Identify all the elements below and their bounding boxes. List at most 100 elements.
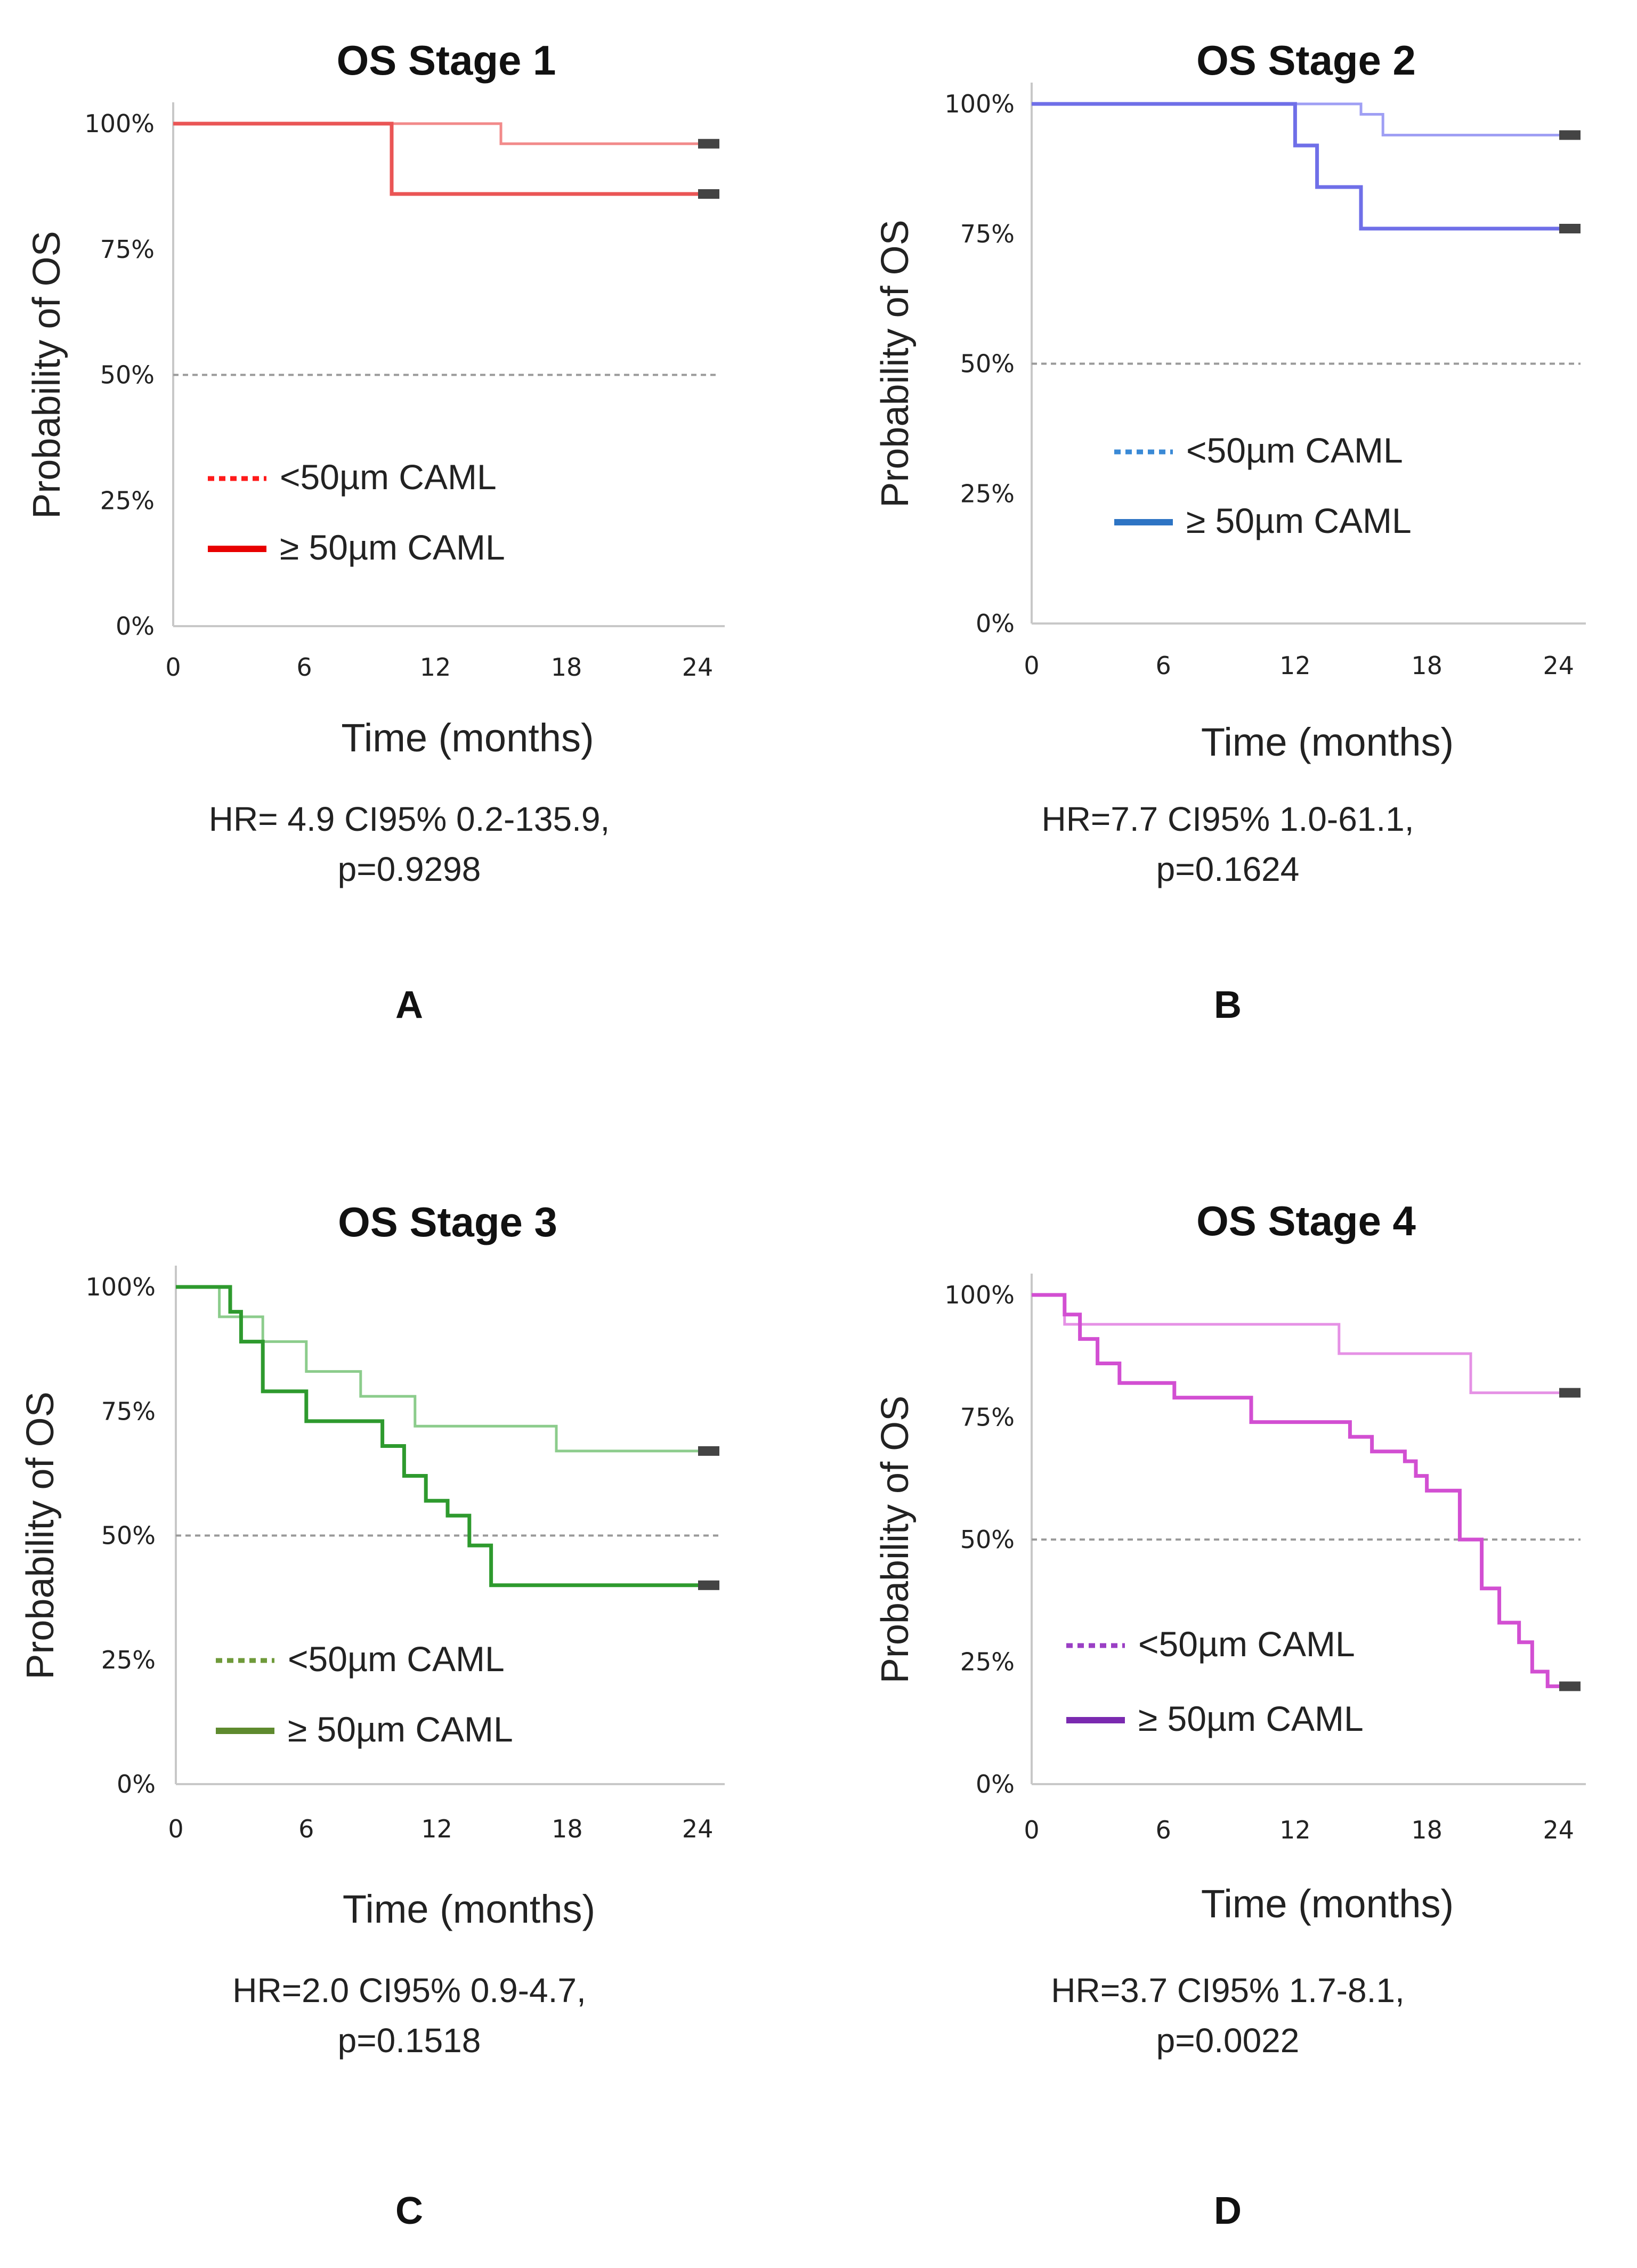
censor-marker bbox=[698, 189, 719, 199]
x-tick-label: 24 bbox=[682, 1815, 714, 1843]
x-tick-label: 6 bbox=[1156, 1816, 1171, 1844]
hazard-ratio-text: HR=3.7 CI95% 1.7-8.1, p=0.0022 bbox=[818, 1965, 1637, 2066]
legend-label: <50µm CAML bbox=[1138, 1624, 1355, 1664]
y-tick-label: 25% bbox=[100, 486, 155, 515]
curve-above-50um bbox=[1032, 102, 1581, 231]
hr-ci-line: HR=3.7 CI95% 1.7-8.1, bbox=[1051, 1971, 1405, 2010]
y-tick-label: 100% bbox=[944, 1281, 1015, 1309]
y-axis-label: Probability of OS bbox=[26, 231, 68, 519]
km-chart-stage-3: OS Stage 3 0% 25% 50% 75% 100% 0 6 12 18 24 Probabi… bbox=[19, 1198, 725, 1931]
x-tick-label: 6 bbox=[298, 1815, 314, 1843]
km-chart-stage-1: OS Stage 1 0% 25% 50% 75% 100% 0 6 12 18 24 Probabi… bbox=[26, 37, 725, 760]
x-axis-label: Time (months) bbox=[1201, 720, 1454, 764]
hr-ci-line: HR=2.0 CI95% 0.9-4.7, bbox=[232, 1971, 586, 2010]
panel-letter: D bbox=[1214, 2190, 1242, 2232]
km-chart-stage-4: OS Stage 4 0% 25% 50% 75% 100% 0 6 12 18 24 Probabi… bbox=[874, 1197, 1586, 1926]
p-value-line: p=0.9298 bbox=[337, 850, 481, 888]
censor-marker bbox=[1559, 224, 1581, 233]
y-tick-label: 100% bbox=[84, 109, 155, 138]
km-panel-c: OS Stage 3 0% 25% 50% 75% 100% 0 6 12 18 24 Probabi… bbox=[0, 1134, 818, 2268]
y-tick-label: 50% bbox=[100, 361, 155, 390]
x-tick-label: 24 bbox=[1543, 651, 1575, 680]
p-value-line: p=0.0022 bbox=[1156, 2021, 1300, 2060]
censor-marker bbox=[698, 1446, 719, 1456]
chart-title: OS Stage 2 bbox=[1196, 37, 1416, 84]
curve-above-50um bbox=[176, 1285, 719, 1587]
legend-label: ≥ 50µm CAML bbox=[1186, 501, 1412, 540]
km-panel-d: OS Stage 4 0% 25% 50% 75% 100% 0 6 12 18 24 Probabi… bbox=[818, 1134, 1637, 2268]
x-axis-label: Time (months) bbox=[1201, 1882, 1454, 1926]
x-axis-label: Time (months) bbox=[341, 716, 594, 760]
x-tick-label: 18 bbox=[1411, 1816, 1442, 1844]
y-tick-label: 75% bbox=[101, 1397, 156, 1425]
x-tick-label: 6 bbox=[296, 653, 312, 682]
p-value-line: p=0.1624 bbox=[1156, 850, 1300, 888]
legend-label: <50µm CAML bbox=[1186, 431, 1403, 470]
legend-label: <50µm CAML bbox=[288, 1639, 505, 1679]
y-tick-label: 25% bbox=[960, 1648, 1015, 1676]
x-tick-label: 0 bbox=[168, 1815, 183, 1843]
hazard-ratio-text: HR=7.7 CI95% 1.0-61.1, p=0.1624 bbox=[818, 794, 1637, 894]
x-tick-label: 12 bbox=[420, 653, 451, 682]
y-tick-label: 75% bbox=[100, 235, 155, 264]
censor-marker bbox=[1559, 1681, 1581, 1691]
y-tick-label: 50% bbox=[960, 350, 1015, 378]
y-tick-label: 75% bbox=[960, 1403, 1015, 1432]
x-tick-label: 0 bbox=[165, 653, 181, 682]
chart-title: OS Stage 3 bbox=[338, 1198, 557, 1245]
km-panel-a: OS Stage 1 0% 25% 50% 75% 100% 0 6 12 18 24 Probabi… bbox=[0, 0, 818, 1134]
hr-ci-line: HR=7.7 CI95% 1.0-61.1, bbox=[1041, 800, 1414, 838]
panel-letter: B bbox=[1214, 984, 1242, 1026]
x-tick-label: 24 bbox=[682, 653, 714, 682]
x-tick-label: 0 bbox=[1024, 1816, 1039, 1844]
censor-marker bbox=[698, 139, 719, 149]
p-value-line: p=0.1518 bbox=[337, 2021, 481, 2060]
legend-label: ≥ 50µm CAML bbox=[288, 1710, 513, 1749]
y-tick-label: 0% bbox=[976, 609, 1015, 638]
y-tick-label: 100% bbox=[944, 90, 1015, 118]
hazard-ratio-text: HR= 4.9 CI95% 0.2-135.9, p=0.9298 bbox=[0, 794, 818, 894]
censor-marker bbox=[698, 1580, 719, 1590]
x-tick-label: 0 bbox=[1024, 651, 1039, 680]
censor-marker bbox=[1559, 130, 1581, 140]
panel-letter: C bbox=[395, 2190, 423, 2232]
x-tick-label: 12 bbox=[421, 1815, 452, 1843]
hr-ci-line: HR= 4.9 CI95% 0.2-135.9, bbox=[208, 800, 610, 838]
y-tick-label: 25% bbox=[960, 479, 1015, 508]
chart-title: OS Stage 4 bbox=[1196, 1197, 1416, 1244]
km-chart-stage-2: OS Stage 2 0% 25% 50% 75% 100% 0 6 12 18 24 Probabi… bbox=[874, 37, 1586, 764]
chart-title: OS Stage 1 bbox=[337, 37, 556, 84]
x-axis-label: Time (months) bbox=[343, 1887, 595, 1931]
y-tick-label: 100% bbox=[85, 1273, 156, 1301]
legend-label: ≥ 50µm CAML bbox=[1138, 1699, 1364, 1738]
x-tick-label: 12 bbox=[1279, 651, 1311, 680]
curve-below-50um bbox=[173, 122, 719, 145]
x-tick-label: 18 bbox=[552, 1815, 583, 1843]
panel-letter: A bbox=[395, 984, 423, 1026]
curve-above-50um bbox=[1032, 1293, 1581, 1688]
curve-below-50um bbox=[1032, 1293, 1581, 1395]
legend-label: <50µm CAML bbox=[280, 457, 497, 497]
y-axis-label: Probability of OS bbox=[874, 220, 917, 507]
curve-below-50um bbox=[176, 1285, 719, 1453]
y-tick-label: 25% bbox=[101, 1646, 156, 1674]
y-tick-label: 0% bbox=[976, 1770, 1015, 1799]
curve-below-50um bbox=[1032, 102, 1581, 136]
x-tick-label: 18 bbox=[1411, 651, 1442, 680]
y-tick-label: 50% bbox=[960, 1525, 1015, 1554]
y-axis-label: Probability of OS bbox=[19, 1391, 62, 1679]
y-tick-label: 75% bbox=[960, 220, 1015, 248]
km-panel-b: OS Stage 2 0% 25% 50% 75% 100% 0 6 12 18 24 Probabi… bbox=[818, 0, 1637, 1134]
x-tick-label: 6 bbox=[1156, 651, 1171, 680]
y-tick-label: 50% bbox=[101, 1521, 156, 1550]
legend-label: ≥ 50µm CAML bbox=[280, 528, 505, 567]
y-tick-label: 0% bbox=[116, 612, 155, 641]
hazard-ratio-text: HR=2.0 CI95% 0.9-4.7, p=0.1518 bbox=[0, 1965, 818, 2066]
curve-above-50um bbox=[173, 122, 719, 196]
x-tick-label: 18 bbox=[551, 653, 582, 682]
x-tick-label: 12 bbox=[1279, 1816, 1311, 1844]
y-tick-label: 0% bbox=[117, 1770, 156, 1799]
censor-marker bbox=[1559, 1388, 1581, 1398]
x-tick-label: 24 bbox=[1543, 1816, 1575, 1844]
y-axis-label: Probability of OS bbox=[874, 1396, 917, 1683]
